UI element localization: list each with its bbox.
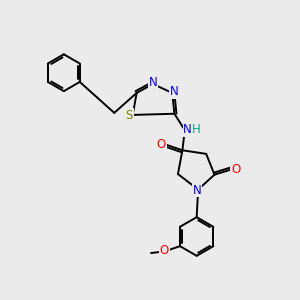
Text: O: O xyxy=(231,163,240,176)
Text: N: N xyxy=(183,123,192,136)
Text: O: O xyxy=(157,138,166,151)
Text: N: N xyxy=(170,85,179,98)
Text: N: N xyxy=(193,184,202,196)
Text: O: O xyxy=(160,244,169,257)
Text: N: N xyxy=(148,76,157,89)
Text: H: H xyxy=(192,123,201,136)
Text: S: S xyxy=(125,109,133,122)
